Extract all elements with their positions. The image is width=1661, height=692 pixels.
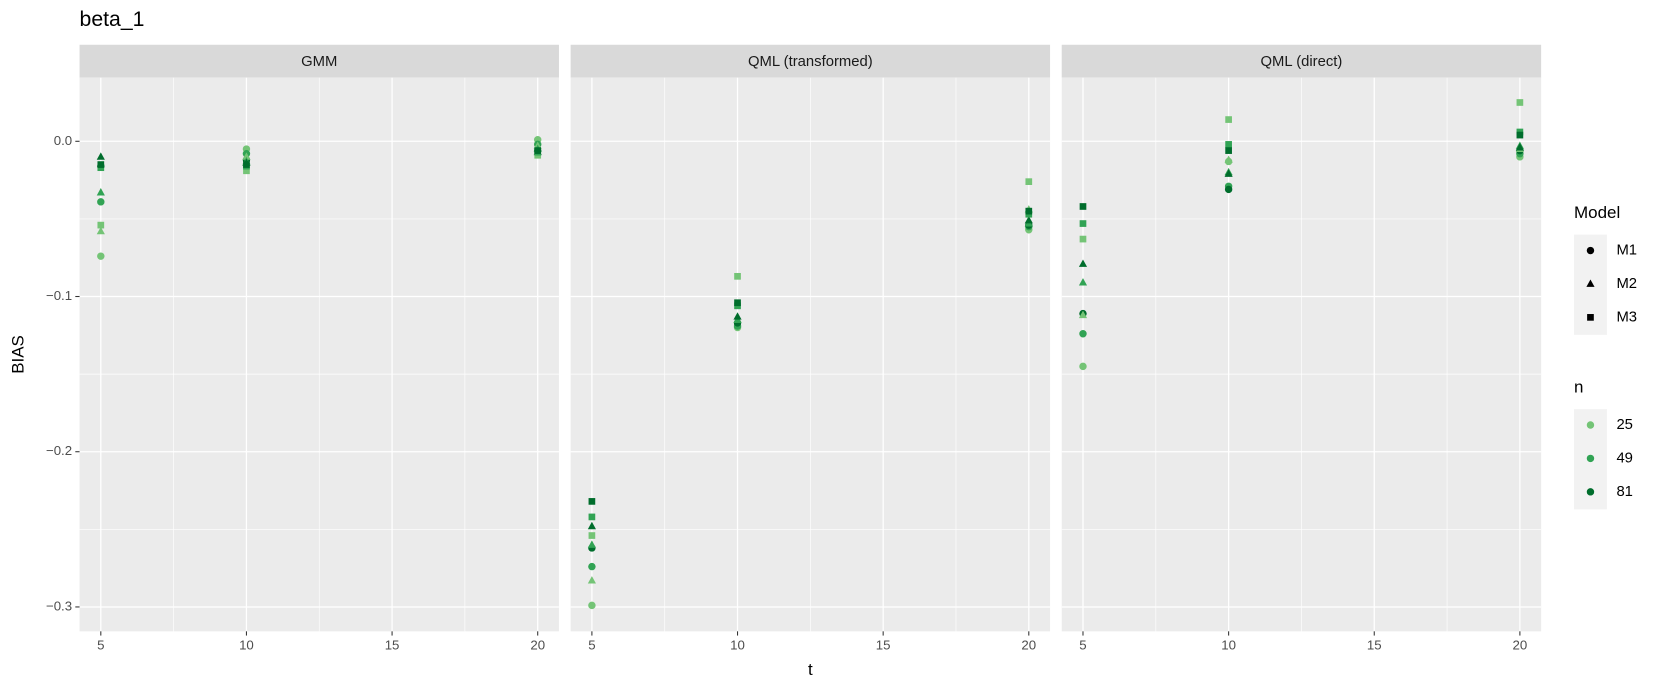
point <box>587 576 596 584</box>
point <box>1516 99 1524 106</box>
legend-symbol <box>1586 454 1595 463</box>
y-tick-label: 0.0 <box>54 133 72 148</box>
point <box>96 152 105 160</box>
point <box>588 513 596 521</box>
strip <box>79 44 559 78</box>
point <box>1079 330 1087 338</box>
point <box>97 221 105 229</box>
y-tick-label: −0.3 <box>46 598 72 613</box>
point <box>96 226 105 235</box>
x-tick-label: 15 <box>1367 638 1382 653</box>
point <box>734 272 741 280</box>
x-tick-label: 20 <box>1513 638 1528 653</box>
point <box>1079 362 1087 371</box>
point <box>243 167 250 175</box>
point <box>97 198 105 206</box>
legend-title: n <box>1574 377 1583 396</box>
point <box>97 161 105 168</box>
point <box>1224 169 1233 177</box>
legend-label: M1 <box>1616 242 1637 258</box>
x-tick-label: 10 <box>239 638 254 653</box>
panel-title: GMM <box>301 54 337 70</box>
point <box>242 152 251 160</box>
x-tick-label: 5 <box>97 638 104 653</box>
x-axis-label: t <box>808 660 813 679</box>
point <box>1024 215 1033 224</box>
point <box>1516 131 1524 139</box>
legend-label: 49 <box>1616 450 1633 466</box>
y-tick-label: −0.2 <box>46 443 72 458</box>
point <box>588 562 596 571</box>
point <box>1224 185 1233 194</box>
point <box>1078 259 1088 267</box>
strip <box>1061 44 1542 78</box>
x-tick-label: 15 <box>385 638 400 653</box>
point <box>1079 220 1087 227</box>
point <box>1079 203 1087 210</box>
legend-symbol <box>1586 421 1595 429</box>
legend-symbol <box>1587 314 1594 321</box>
point <box>588 601 596 610</box>
point <box>588 498 596 505</box>
y-axis-label: BIAS <box>9 335 28 374</box>
point <box>733 312 742 320</box>
x-tick-label: 5 <box>1079 638 1086 653</box>
point <box>588 532 596 539</box>
point <box>734 299 741 307</box>
chart-title: beta_1 <box>80 8 145 31</box>
legend-title: Model <box>1574 203 1620 222</box>
point <box>587 521 596 530</box>
legend-label: M3 <box>1616 309 1637 325</box>
point <box>587 540 596 548</box>
point <box>1025 178 1033 185</box>
point <box>534 147 542 154</box>
x-tick-label: 15 <box>876 638 891 653</box>
panel-title: QML (transformed) <box>748 54 873 70</box>
x-tick-label: 5 <box>588 638 595 653</box>
point <box>1225 141 1232 148</box>
point <box>1078 278 1088 286</box>
point <box>1225 147 1232 154</box>
point <box>1515 143 1524 151</box>
point <box>1079 235 1087 243</box>
x-tick-label: 10 <box>1221 638 1236 653</box>
legend-label: M2 <box>1616 276 1637 292</box>
point <box>1224 155 1233 163</box>
x-tick-label: 10 <box>730 638 745 653</box>
legend-label: 25 <box>1616 417 1633 433</box>
legend-label: 81 <box>1616 484 1633 500</box>
point <box>97 252 105 260</box>
point <box>243 161 250 168</box>
point <box>1225 116 1232 123</box>
point <box>96 188 105 196</box>
point <box>1078 310 1088 319</box>
x-tick-label: 20 <box>1021 638 1036 653</box>
legend-symbol <box>1586 279 1595 287</box>
x-tick-label: 20 <box>530 638 545 653</box>
legend-symbol <box>1586 246 1595 255</box>
legend-symbol <box>1586 488 1595 496</box>
y-tick-label: −0.1 <box>46 288 72 303</box>
point <box>1025 207 1033 215</box>
strip <box>570 44 1051 78</box>
panel-title: QML (direct) <box>1261 54 1343 70</box>
